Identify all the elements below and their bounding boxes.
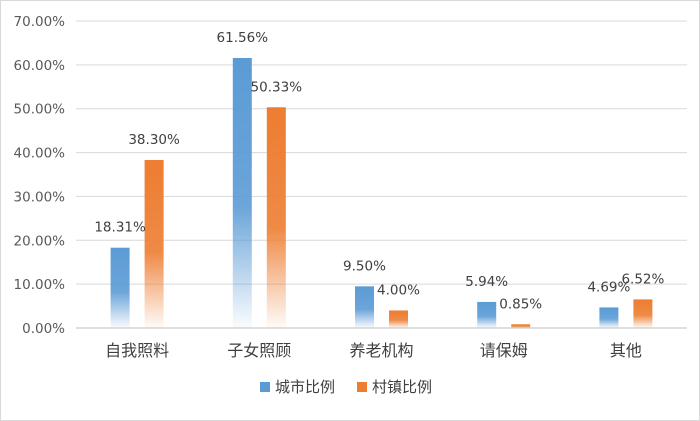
y-tick-label: 60.00%: [14, 58, 66, 74]
bar-city-4: [599, 307, 619, 328]
legend: 城市比例 村镇比例: [260, 378, 432, 396]
category-label-3: 请保姆: [480, 341, 528, 360]
y-tick-label: 50.00%: [14, 102, 66, 118]
bar-town-4: [633, 299, 653, 328]
data-label-city-1: 61.56%: [217, 30, 269, 46]
data-label-town-1: 50.33%: [251, 79, 303, 95]
data-label-town-0: 38.30%: [128, 132, 180, 148]
data-label-city-0: 18.31%: [94, 220, 146, 236]
category-label-0: 自我照料: [105, 341, 169, 360]
gridlines: [76, 20, 687, 285]
category-label-2: 养老机构: [349, 341, 413, 360]
data-label-town-3: 0.85%: [499, 296, 542, 312]
legend-label-0: 城市比例: [275, 378, 335, 396]
legend-swatch-1: [357, 382, 367, 392]
bar-town-0: [144, 160, 164, 328]
category-label-1: 子女照顾: [227, 341, 291, 360]
bar-town-2: [389, 310, 408, 328]
data-label-city-4: 4.69%: [587, 279, 630, 295]
bar-city-1: [232, 58, 252, 328]
bar-city-3: [477, 301, 497, 328]
y-tick-label: 40.00%: [14, 146, 66, 162]
y-tick-label: 10.00%: [14, 277, 66, 293]
category-label-4: 其他: [610, 341, 642, 360]
data-labels: 18.31% 38.30% 61.56% 50.33% 9.50% 4.00% 5.94% 0…: [94, 30, 664, 312]
y-axis: 0.00% 10.00% 20.00% 30.00% 40.00% 50.00% 60.00…: [14, 14, 66, 337]
legend-swatch-0: [260, 382, 270, 392]
x-axis: 自我照料 子女照顾 养老机构 请保姆 其他: [76, 327, 687, 360]
bar-city-0: [110, 247, 130, 328]
y-tick-label: 20.00%: [14, 233, 66, 249]
y-tick-label: 70.00%: [14, 14, 66, 30]
data-label-town-4: 6.52%: [621, 271, 664, 287]
bar-city-2: [355, 286, 374, 328]
legend-label-1: 村镇比例: [372, 378, 432, 396]
data-label-city-2: 9.50%: [343, 258, 386, 274]
data-label-city-3: 5.94%: [465, 274, 508, 290]
y-tick-label: 0.00%: [22, 321, 65, 337]
data-label-town-2: 4.00%: [377, 282, 420, 298]
bar-town-1: [266, 107, 286, 328]
y-tick-label: 30.00%: [14, 189, 66, 205]
bar-town-3: [511, 324, 531, 328]
bars: [110, 58, 653, 328]
